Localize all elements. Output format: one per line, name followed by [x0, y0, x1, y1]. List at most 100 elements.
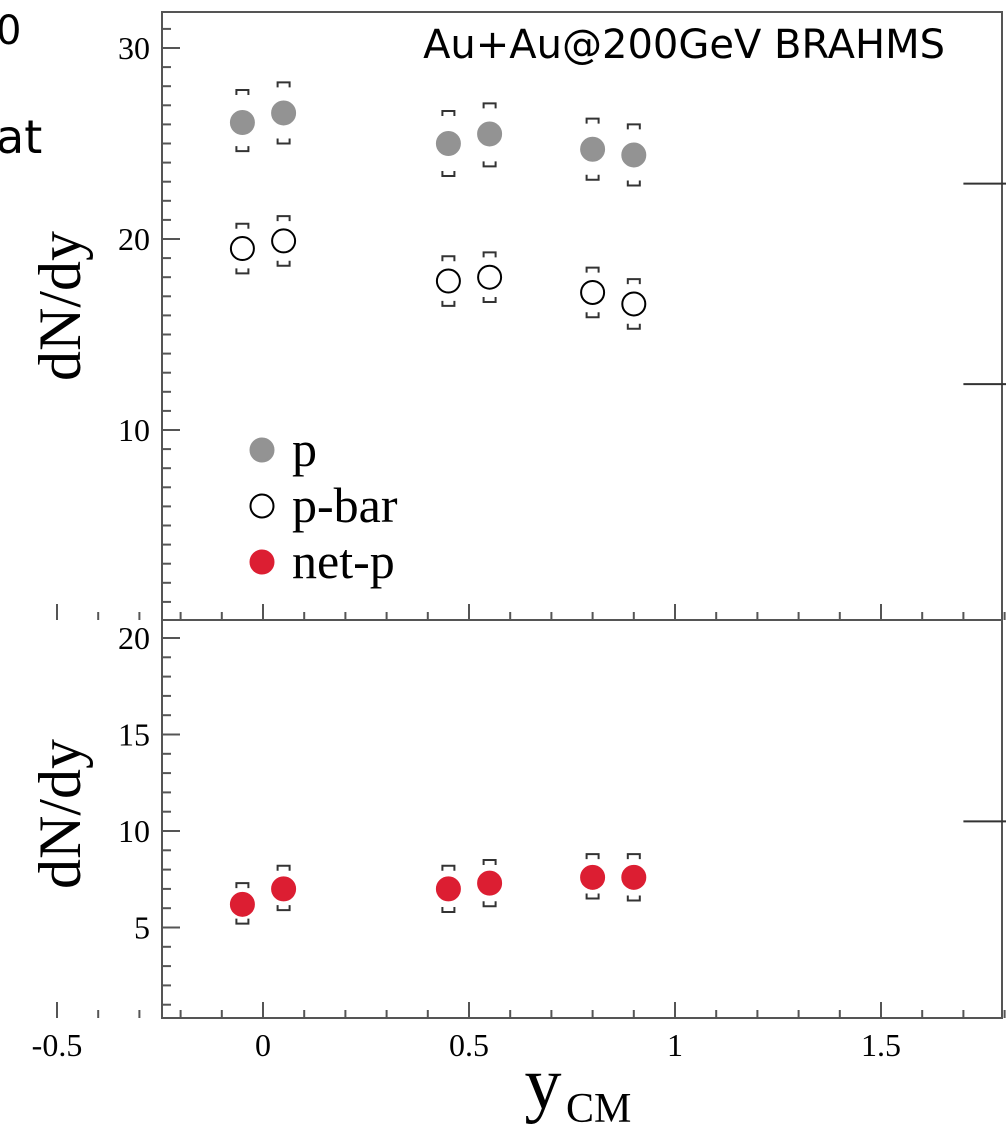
net-p-systematic-bracket — [276, 864, 291, 871]
p-systematic-bracket — [235, 146, 250, 153]
p-bar-marker — [435, 268, 461, 294]
net-p-systematic-bracket — [235, 918, 250, 925]
net-p-systematic-bracket — [482, 901, 497, 908]
net-p-point — [477, 858, 503, 908]
net-p-marker — [229, 891, 255, 917]
top-panel: 10 20 30 — [56, 11, 1006, 621]
p-bar-marker — [271, 228, 297, 254]
p-bar-systematic-bracket — [441, 255, 456, 262]
p-bar-point — [477, 251, 503, 304]
p-systematic-bracket — [276, 81, 291, 88]
p-bar-point — [963, 383, 1006, 386]
p-bar-point — [621, 278, 647, 330]
net-p-point — [621, 853, 647, 902]
net-p-point — [229, 882, 255, 925]
legend-item-net-p: net-p — [249, 533, 395, 589]
p-point — [621, 123, 647, 187]
p-bar-systematic-bracket — [235, 222, 250, 229]
legend-marker — [249, 437, 275, 463]
p-bar-point — [229, 222, 255, 275]
net-p-systematic-bracket — [235, 882, 250, 889]
net-p-systematic-bracket — [276, 905, 291, 912]
p-point — [477, 102, 503, 168]
net-p-marker — [271, 876, 297, 902]
legend-label: net-p — [292, 533, 395, 589]
legend-marker — [249, 493, 275, 519]
top-y-tick-label: 20 — [118, 221, 150, 257]
p-bar-systematic-bracket — [276, 215, 291, 222]
bottom-x-tick-label: 0 — [255, 1027, 271, 1063]
net-p-marker — [621, 864, 647, 890]
p-systematic-bracket — [482, 161, 497, 168]
p-point — [229, 89, 255, 153]
bottom-x-tick-label: 1 — [667, 1027, 683, 1063]
p-bar-marker — [477, 264, 503, 290]
p-systematic-bracket — [626, 123, 641, 130]
p-bar-point — [271, 215, 297, 267]
net-p-point — [435, 864, 461, 914]
edge-text-fragment-left: at — [0, 110, 43, 164]
top-y-axis-label: dN/dy — [27, 231, 93, 381]
p-bar-marker — [580, 279, 606, 305]
bottom-x-tick-label: 1.5 — [861, 1027, 901, 1063]
edge-text-fragment-top: 0 — [0, 8, 22, 54]
legend-marker — [249, 549, 275, 575]
legend-item-p-bar: p-bar — [249, 477, 398, 533]
net-p-systematic-bracket — [482, 858, 497, 865]
net-p-systematic-bracket — [626, 853, 641, 860]
p-bar-systematic-bracket — [626, 278, 641, 285]
net-p-systematic-bracket — [585, 893, 600, 900]
p-point — [963, 182, 1006, 185]
p-bar-point — [580, 266, 606, 319]
p-point — [271, 81, 297, 145]
p-bar-marker — [621, 291, 647, 317]
p-bar-systematic-bracket — [585, 266, 600, 273]
p-marker — [477, 121, 503, 147]
p-bar-systematic-bracket — [276, 260, 291, 267]
p-systematic-bracket — [441, 110, 456, 117]
p-systematic-bracket — [585, 174, 600, 181]
p-marker — [621, 142, 647, 168]
p-bar-marker — [229, 236, 255, 262]
p-systematic-bracket — [482, 102, 497, 109]
bottom-x-tick-label: 0.5 — [449, 1027, 489, 1063]
x-axis-label-main: y — [525, 1043, 562, 1125]
p-marker — [580, 136, 606, 162]
bottom-y-tick-label: 20 — [118, 620, 150, 656]
net-p-marker — [580, 864, 606, 890]
p-systematic-bracket — [626, 180, 641, 187]
p-systematic-bracket — [235, 89, 250, 96]
net-p-systematic-bracket — [441, 864, 456, 871]
p-bar-systematic-bracket — [482, 297, 497, 304]
net-p-point — [963, 820, 1006, 823]
p-systematic-bracket — [441, 170, 456, 177]
net-p-marker — [435, 876, 461, 902]
legend-item-p: p — [249, 421, 317, 477]
p-bar-systematic-bracket — [482, 251, 497, 258]
net-p-systematic-bracket — [585, 853, 600, 860]
chart-annotation: Au+Au@200GeV BRAHMS — [423, 22, 945, 68]
top-y-tick-label: 10 — [118, 412, 150, 448]
bottom-y-tick-label: 10 — [118, 813, 150, 849]
net-p-point — [271, 864, 297, 912]
bottom-x-tick-label: -0.5 — [32, 1027, 83, 1063]
p-bar-systematic-bracket — [626, 323, 641, 330]
p-marker — [435, 131, 461, 156]
p-bar-systematic-bracket — [235, 268, 250, 275]
net-p-point — [580, 853, 606, 900]
net-p-systematic-bracket — [441, 907, 456, 914]
p-marker — [229, 109, 255, 135]
p-marker — [271, 100, 297, 126]
p-bar-systematic-bracket — [585, 312, 600, 319]
x-axis-label: y CM — [525, 1043, 632, 1127]
p-systematic-bracket — [585, 117, 600, 124]
legend-label: p-bar — [292, 477, 398, 533]
top-y-tick-label: 30 — [118, 30, 150, 66]
p-systematic-bracket — [276, 138, 291, 145]
bottom-y-axis-label: dN/dy — [27, 739, 93, 889]
p-point — [435, 110, 461, 177]
p-bar-point — [435, 255, 461, 307]
